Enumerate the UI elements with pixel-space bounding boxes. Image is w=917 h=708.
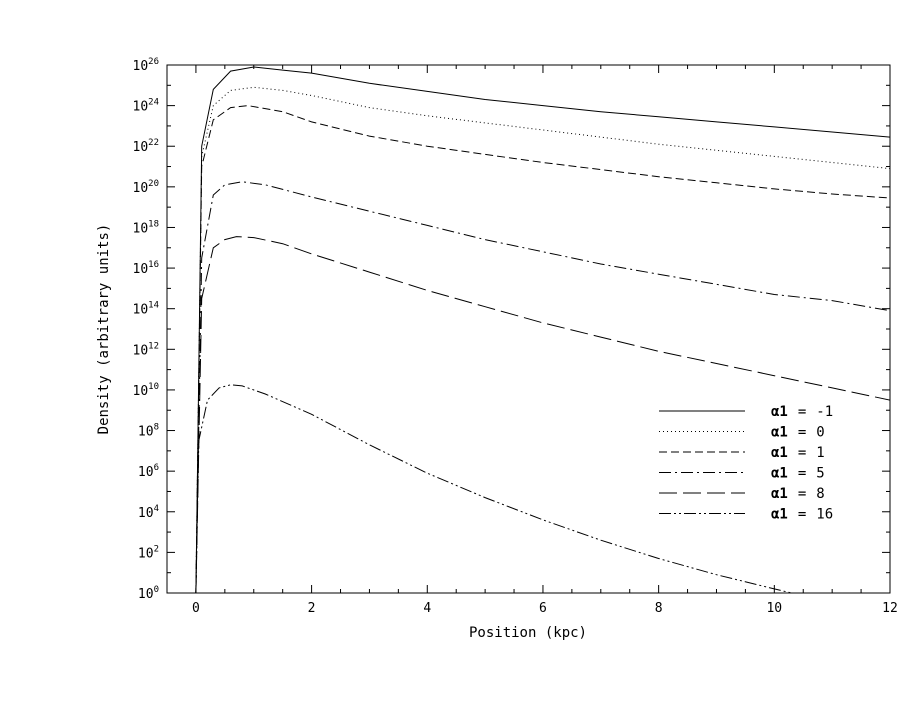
y-tick-label: 104 xyxy=(138,504,159,521)
y-tick-base: 10 xyxy=(138,425,154,440)
data-series xyxy=(195,66,891,594)
x-tick-label: 8 xyxy=(655,601,663,616)
series-line-alpha-16 xyxy=(195,384,792,594)
legend-equals: = xyxy=(798,466,806,482)
y-tick-exponent: 8 xyxy=(154,423,159,433)
y-tick-label: 1020 xyxy=(133,179,160,196)
legend-symbol: α1 xyxy=(771,445,788,461)
series-line-alpha-8 xyxy=(195,236,891,594)
legend-value: -1 xyxy=(816,404,833,420)
y-tick-base: 10 xyxy=(133,140,149,155)
y-tick-label: 1016 xyxy=(133,260,160,277)
legend-symbol: α1 xyxy=(771,425,788,441)
legend-label: α1 = 0 xyxy=(771,425,825,441)
x-tick-label: 2 xyxy=(308,601,316,616)
legend-equals: = xyxy=(798,445,806,461)
series-line-alpha-5 xyxy=(195,181,891,594)
legend-label: α1 = 8 xyxy=(771,486,825,502)
y-tick-exponent: 2 xyxy=(154,544,159,554)
y-tick-label: 1012 xyxy=(133,341,160,358)
y-axis-ticks: 1001021041061081010101210141016101810201… xyxy=(133,57,890,602)
legend-value: 8 xyxy=(816,486,824,502)
legend-label: α1 = 16 xyxy=(771,507,833,523)
x-tick-label: 4 xyxy=(423,601,431,616)
legend-label: α1 = 1 xyxy=(771,445,825,461)
legend-symbol: α1 xyxy=(771,404,788,420)
y-tick-exponent: 20 xyxy=(148,179,159,189)
legend-equals: = xyxy=(798,507,806,523)
y-tick-base: 10 xyxy=(133,303,149,318)
y-tick-label: 108 xyxy=(138,423,159,440)
y-tick-label: 1010 xyxy=(133,382,160,399)
legend-symbol: α1 xyxy=(771,507,788,523)
y-tick-base: 10 xyxy=(138,587,154,602)
y-tick-exponent: 24 xyxy=(148,98,159,108)
legend-value: 5 xyxy=(816,466,824,482)
y-tick-label: 1014 xyxy=(133,301,160,318)
x-axis-title: Position (kpc) xyxy=(469,625,587,641)
y-tick-label: 106 xyxy=(138,463,159,480)
legend-value: 0 xyxy=(816,425,824,441)
y-tick-base: 10 xyxy=(133,59,149,74)
y-tick-label: 1024 xyxy=(133,98,160,115)
y-tick-base: 10 xyxy=(133,100,149,115)
y-tick-label: 1026 xyxy=(133,57,160,74)
y-tick-exponent: 18 xyxy=(148,219,159,229)
y-tick-base: 10 xyxy=(133,343,149,358)
legend-symbol: α1 xyxy=(771,486,788,502)
series-line-alpha-1 xyxy=(195,105,891,594)
y-tick-exponent: 26 xyxy=(148,57,159,67)
x-tick-label: 10 xyxy=(766,601,782,616)
y-tick-label: 1022 xyxy=(133,138,160,155)
y-tick-base: 10 xyxy=(138,506,154,521)
y-tick-base: 10 xyxy=(133,262,149,277)
y-tick-exponent: 0 xyxy=(154,585,159,595)
x-tick-label: 0 xyxy=(192,601,200,616)
y-tick-exponent: 12 xyxy=(148,341,159,351)
y-tick-exponent: 14 xyxy=(148,301,159,311)
legend-equals: = xyxy=(798,404,806,420)
y-tick-base: 10 xyxy=(133,181,149,196)
x-tick-label: 12 xyxy=(882,601,898,616)
y-tick-exponent: 4 xyxy=(154,504,159,514)
legend-label: α1 = -1 xyxy=(771,404,833,420)
x-tick-label: 6 xyxy=(539,601,547,616)
legend-equals: = xyxy=(798,425,806,441)
y-tick-base: 10 xyxy=(133,221,149,236)
legend: α1 = -1 α1 = 0 α1 = 1 α1 = 5 α1 = 8 α1 = 16 xyxy=(659,404,833,523)
y-tick-base: 10 xyxy=(133,384,149,399)
y-tick-label: 102 xyxy=(138,544,159,561)
y-tick-exponent: 16 xyxy=(148,260,159,270)
x-axis-ticks: 0 2 4 6 8 10 12 xyxy=(166,65,898,616)
legend-value: 16 xyxy=(816,507,833,523)
series-line-alpha-0 xyxy=(195,86,891,594)
legend-value: 1 xyxy=(816,445,824,461)
series-line-alpha--1 xyxy=(195,66,891,594)
y-tick-base: 10 xyxy=(138,546,154,561)
y-tick-label: 100 xyxy=(138,585,159,602)
y-tick-exponent: 10 xyxy=(148,382,159,392)
y-tick-exponent: 6 xyxy=(154,463,159,473)
y-tick-base: 10 xyxy=(138,465,154,480)
y-tick-exponent: 22 xyxy=(148,138,159,148)
legend-equals: = xyxy=(798,486,806,502)
legend-symbol: α1 xyxy=(771,466,788,482)
y-axis-title: Density (arbitrary units) xyxy=(96,224,112,435)
y-tick-label: 1018 xyxy=(133,219,160,236)
legend-label: α1 = 5 xyxy=(771,466,825,482)
